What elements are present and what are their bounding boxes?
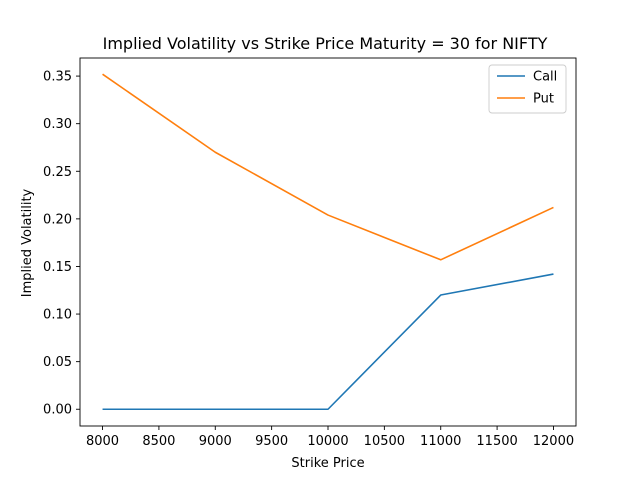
y-tick-label: 0.25	[43, 165, 72, 180]
y-axis-label: Implied Volatility	[20, 188, 35, 297]
x-tick-label: 8500	[142, 434, 175, 449]
plot-area: 8000 8500 9000 9500 10000 10500 11000 11500 1200…	[43, 57, 577, 449]
y-tick-label: 0.15	[43, 260, 72, 275]
x-tick-label: 10500	[364, 434, 405, 449]
series-line-put	[102, 73, 554, 261]
chart-title: Implied Volatility vs Strike Price Matur…	[103, 34, 548, 53]
legend-label-put: Put	[533, 92, 554, 107]
x-tick-label: 10000	[307, 434, 348, 449]
y-tick-label: 0.20	[43, 212, 72, 227]
y-tick-label: 0.35	[43, 70, 72, 85]
x-tick-label: 9000	[199, 434, 232, 449]
x-tick-label: 8000	[86, 434, 119, 449]
series-line-call	[102, 273, 554, 411]
legend: Call Put	[488, 64, 567, 114]
legend-box	[488, 64, 567, 114]
y-tick-label: 0.05	[43, 355, 72, 370]
legend-label-call: Call	[533, 70, 557, 85]
y-tick-label: 0.30	[43, 117, 72, 132]
x-tick-label: 9500	[255, 434, 288, 449]
y-tick-label: 0.00	[43, 403, 72, 418]
x-tick-label: 12000	[533, 434, 574, 449]
y-tick-label: 0.10	[43, 308, 72, 323]
x-axis-label: Strike Price	[291, 456, 364, 471]
x-tick-label: 11500	[476, 434, 517, 449]
x-tick-label: 11000	[420, 434, 461, 449]
